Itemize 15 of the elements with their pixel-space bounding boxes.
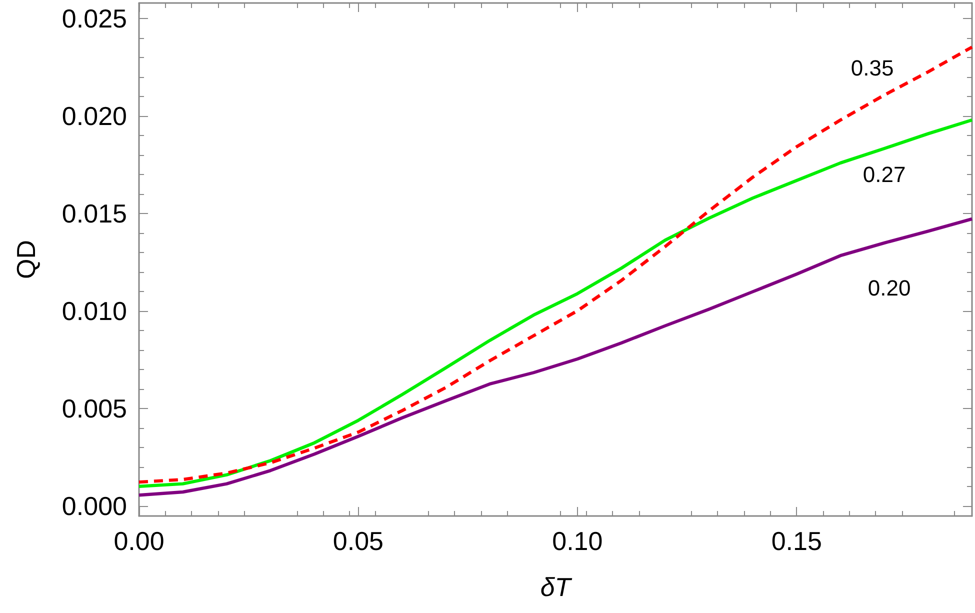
x-axis-title: δT [540, 572, 573, 602]
y-tick-label: 0.020 [62, 101, 127, 132]
x-tick-label: 0.15 [771, 526, 822, 556]
series-label: 0.20 [868, 275, 911, 300]
y-tick-label: 0.025 [62, 4, 127, 34]
y-tick-label: 0.005 [62, 394, 127, 424]
y-tick-label: 0.000 [62, 491, 127, 522]
x-tick-label: 0.00 [114, 526, 164, 556]
series-label: 0.27 [862, 162, 906, 188]
y-axis-title: QD [11, 240, 41, 279]
x-tick-label: 0.05 [332, 526, 384, 556]
x-tick-label: 0.10 [552, 526, 603, 556]
y-tick-label: 0.010 [62, 296, 127, 326]
y-tick-label: 0.015 [62, 198, 127, 229]
series-label: 0.35 [850, 56, 894, 81]
